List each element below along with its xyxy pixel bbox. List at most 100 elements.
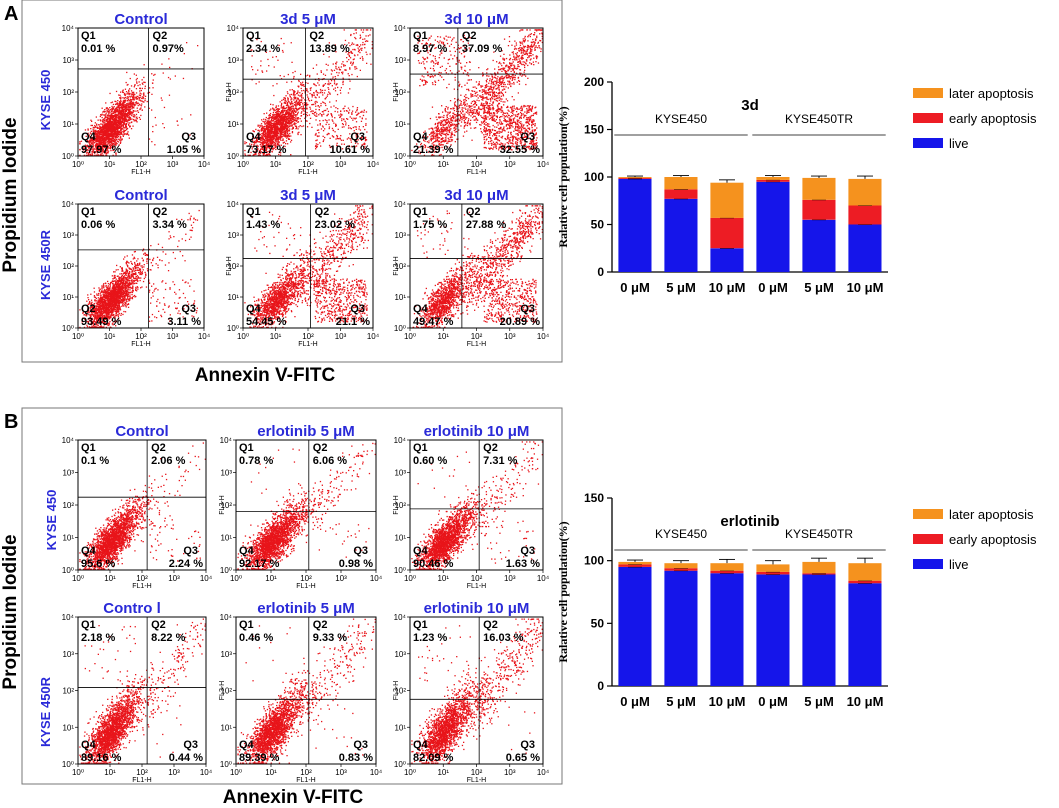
panel-b-q2-label-1: Q2 [151,442,166,454]
bar-erlotinib-bar-later-apoptosis-4 [802,561,836,574]
panel-a-flow-ytick-label-4-2: 10² [62,262,74,271]
panel-a-flow-ytick-label-5-1: 10¹ [227,293,239,302]
bar-3d-bar-early-apoptosis-1 [664,189,698,199]
panel-b-flow-title-6: erlotinib 10 μM [424,600,530,617]
panel-a-flow-ytick-label-4-0: 10⁰ [62,324,74,333]
bar-3d-title: 3d [741,97,759,114]
panel-b-flow-xlabel-3: FL1-H [467,583,486,590]
panel-a-flow-title-1: Control [114,11,167,28]
panel-a-flow-xlabel-5: FL1-H [298,341,317,348]
bar-3d-bar-later-apoptosis-4 [802,177,836,200]
panel-b-flow-xtick-label-5-1: 10¹ [265,768,277,777]
panel-b-q4-value-1: 95.6 % [81,558,115,570]
bar-erlotinib-bar-live-1 [664,570,698,686]
panel-b-flow-xtick-label-4-1: 10¹ [104,768,116,777]
panel-a-flow-ytick-label-1-4: 10⁴ [62,24,75,33]
panel-a-q3-label-2: Q3 [350,131,365,143]
panel-b-flow-plots: 10⁰10⁰10¹10¹10²10²10³10³10⁴10⁴FL1-HContr… [62,423,550,784]
panel-a-flow-ytick-label-6-1: 10¹ [394,293,406,302]
panel-b-q4-label-5: Q4 [239,739,255,751]
bar-3d-ylabel: Ralative cell population(%) [556,106,570,247]
panel-b-q3-label-3: Q3 [520,545,535,557]
panel-a-flow-dots-2 [244,29,373,156]
panel-a-flow-xtick-label-4-1: 10¹ [104,332,116,341]
legend-3d-swatch-0 [913,88,943,98]
panel-b-flow-dots-1 [79,442,206,570]
panel-a-flow-dots-4 [79,209,200,329]
panel-a-flow-ytick-label-4-4: 10⁴ [62,200,75,209]
panel-a-q3-label-4: Q3 [181,303,196,315]
panel-b-q4-value-5: 89.39 % [239,752,280,764]
bar-erlotinib-cat-label-3: 0 μM [758,694,788,709]
panel-b-q2-value-1: 2.06 % [151,455,185,467]
panel-a-q1-value-5: 1.43 % [246,219,280,231]
panel-b-q4-label-1: Q4 [81,545,97,557]
panel-b-q1-value-3: 0.60 % [413,455,447,467]
panel-a-flow-ytick-label-3-1: 10¹ [394,120,406,129]
panel-b-flow-dots-5 [237,618,376,764]
panel-b-flow-xtick-label-1-3: 10³ [168,574,180,583]
panel-b-flow-ytick-label-5-4: 10⁴ [220,613,233,622]
panel-a-flow-ytick-label-6-2: 10² [394,262,406,271]
panel-a-flow-ytick-label-6-3: 10³ [394,231,406,240]
bar-chart-3d: 0 50 100 150 200 Ralative cell population(%) 3… [556,75,888,295]
bar-3d-ytick-label-4: 200 [584,75,604,89]
panel-a-q2-label-1: Q2 [153,30,168,42]
panel-b-flow-ytick-label-5-3: 10³ [220,650,232,659]
panel-a-flow-dots-6 [412,205,543,329]
panel-a-flow-ytick-label-4-1: 10¹ [62,293,74,302]
panel-b-flow-xtick-label-5-4: 10⁴ [370,768,383,777]
panel-a-flow-xtick-label-2-1: 10¹ [270,160,282,169]
panel-b-letter: B [4,411,18,433]
panel-a-q4-label-5: Q4 [246,303,262,315]
panel-b-flow-ytick-label-3-2: 10² [394,501,406,510]
panel-b-q3-value-1: 2.24 % [169,558,203,570]
panel-a-flow-title-3: 3d 10 μM [444,11,508,28]
panel-b-flow-xlabel-5: FL1-H [296,777,315,784]
bar-3d-cat-label-2: 10 μM [709,280,746,295]
panel-b-flow-xtick-label-4-3: 10³ [168,768,180,777]
panel-b-q1-label-6: Q1 [413,619,428,631]
panel-b-flow-ytick-label-4-3: 10³ [62,650,74,659]
panel-b-flow-xtick-label-3-0: 10⁰ [404,574,416,583]
bar-3d-bar-live-0 [618,178,652,272]
panel-a-flow-dots-1 [79,42,199,156]
panel-b-flow-xtick-label-3-4: 10⁴ [537,574,550,583]
panel-b-flow-ytick-label-2-3: 10³ [220,469,232,478]
panel-a-flow-xtick-label-4-2: 10² [135,332,147,341]
panel-a-flow-ytick-label-6-0: 10⁰ [394,324,406,333]
panel-b-q2-value-2: 6.06 % [313,455,347,467]
bar-erlotinib-group-label-1: KYSE450TR [785,527,853,541]
panel-b-flow-title-1: Control [115,423,168,440]
panel-a-flow-ytick-label-5-2: 10² [227,262,239,271]
panel-b-frame [21,407,563,785]
panel-a-flow-xtick-label-6-3: 10³ [504,332,516,341]
panel-b-row-label-1: KYSE 450 [44,490,59,551]
panel-a-y-title: Propidium Iodide [0,117,21,272]
panel-b-flow-xtick-label-1-0: 10⁰ [72,574,84,583]
panel-a-q3-label-5: Q3 [350,303,365,315]
panel-b-flow-xtick-label-6-1: 10¹ [437,768,449,777]
panel-b-q2-label-3: Q2 [483,442,498,454]
panel-b-flow-xtick-label-1-4: 10⁴ [200,574,213,583]
panel-b-q2-label-5: Q2 [313,619,328,631]
panel-a-flow-ytick-label-3-3: 10³ [394,56,406,65]
panel-b-flow-title-3: erlotinib 10 μM [424,423,530,440]
panel-a-letter: A [4,3,18,25]
legend-3d: later apoptosis early apoptosis live [913,86,1037,151]
panel-a-q1-label-5: Q1 [246,206,261,218]
panel-a-q1-value-4: 0.06 % [81,219,115,231]
panel-b-flow-xtick-label-6-0: 10⁰ [404,768,416,777]
panel-b-q4-value-4: 89.16 % [81,752,122,764]
panel-b-q2-value-4: 8.22 % [151,632,185,644]
bar-erlotinib-bar-live-5 [848,583,882,686]
panel-b-flow-xlabel-1: FL1-H [132,583,151,590]
panel-a-q2-value-6: 27.88 % [466,219,507,231]
panel-a-flow-xtick-label-5-1: 10¹ [270,332,282,341]
panel-b-q4-label-6: Q4 [413,739,429,751]
panel-b-q2-value-3: 7.31 % [483,455,517,467]
panel-a-flow-xlabel-3: FL1-H [467,169,486,176]
